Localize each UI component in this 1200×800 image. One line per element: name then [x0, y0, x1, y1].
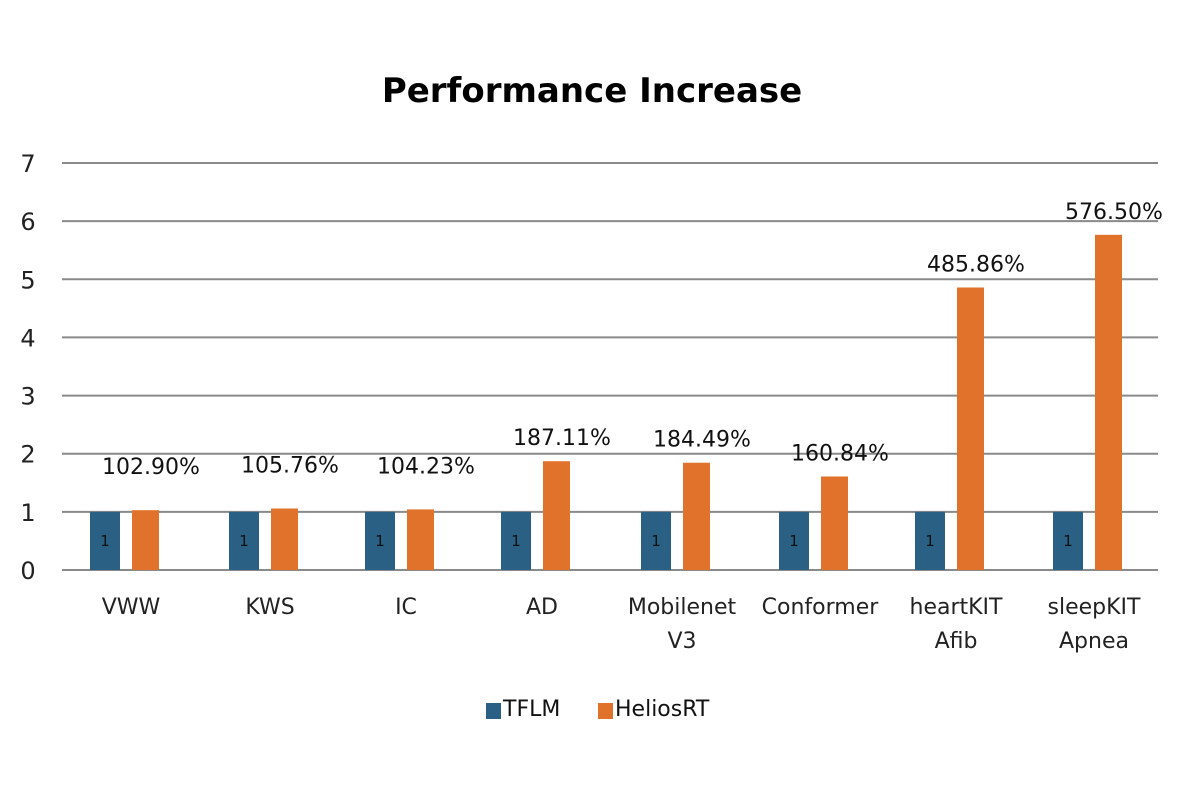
- x-category-label: V3: [667, 629, 696, 654]
- x-category-label: sleepKIT: [1048, 595, 1142, 620]
- bars: [90, 234, 1122, 570]
- bar-heliosrt-data-label: 102.90%: [102, 455, 200, 480]
- bar-heliosrt: [543, 461, 570, 570]
- bar-tflm: [1053, 511, 1083, 570]
- x-category-label: Conformer: [762, 595, 880, 620]
- bar-tflm: [915, 511, 945, 570]
- legend-swatch: [486, 703, 501, 719]
- x-category-label: IC: [395, 595, 417, 620]
- y-tick-label: 3: [20, 383, 35, 411]
- y-tick-label: 0: [20, 557, 35, 585]
- bar-tflm-value-label: 1: [100, 532, 110, 550]
- legend-swatch: [598, 703, 613, 719]
- bar-tflm: [229, 511, 259, 570]
- bar-tflm: [501, 511, 531, 570]
- legend: TFLM HeliosRT: [486, 697, 710, 722]
- x-category-label: Afib: [935, 629, 978, 654]
- x-category-label: KWS: [245, 595, 294, 620]
- gridlines: [62, 162, 1158, 571]
- bar-heliosrt: [683, 462, 710, 570]
- bar-heliosrt-data-label: 576.50%: [1065, 200, 1163, 225]
- bar-heliosrt-data-label: 187.11%: [513, 426, 611, 451]
- bar-tflm-value-label: 1: [375, 532, 385, 550]
- x-category-label: VWW: [102, 595, 161, 620]
- y-tick-label: 4: [20, 324, 35, 352]
- bar-heliosrt-data-label: 105.76%: [241, 454, 339, 479]
- y-axis-ticks: 0 1 2 3 4 5 6 7: [20, 150, 35, 585]
- x-category-label: heartKIT: [910, 595, 1004, 620]
- x-category-label: AD: [526, 595, 558, 620]
- bar-tflm-value-label: 1: [651, 532, 661, 550]
- bar-tflm-value-label: 1: [925, 532, 935, 550]
- bar-tflm-value-label: 1: [1063, 532, 1073, 550]
- bar-tflm: [779, 511, 809, 570]
- bar-heliosrt: [132, 510, 159, 570]
- bar-tflm-value-label: 1: [239, 532, 249, 550]
- bar-tflm: [90, 511, 120, 570]
- x-category-label: Mobilenet: [628, 595, 737, 620]
- bar-tflm-value-label: 1: [789, 532, 799, 550]
- legend-label: TFLM: [502, 697, 560, 722]
- legend-label: HeliosRT: [615, 697, 710, 722]
- chart-title: Performance Increase: [382, 71, 802, 111]
- bar-heliosrt: [1095, 234, 1122, 570]
- data-labels: 1 102.90% 1 105.76% 1 104.23% 1 187.11% 1 184.49%…: [100, 200, 1163, 550]
- bar-heliosrt-data-label: 160.84%: [791, 441, 889, 466]
- y-tick-label: 6: [20, 208, 35, 236]
- y-tick-label: 7: [20, 150, 35, 178]
- bar-tflm-value-label: 1: [511, 532, 521, 550]
- y-tick-label: 5: [20, 266, 35, 294]
- bar-heliosrt-data-label: 184.49%: [653, 428, 751, 453]
- bar-heliosrt-data-label: 485.86%: [927, 253, 1025, 278]
- bar-tflm: [641, 511, 671, 570]
- y-tick-label: 1: [20, 499, 35, 527]
- bar-heliosrt: [821, 476, 848, 570]
- bar-heliosrt: [271, 508, 298, 570]
- x-category-label: Apnea: [1059, 629, 1129, 654]
- bar-heliosrt: [407, 509, 434, 570]
- bar-heliosrt-data-label: 104.23%: [377, 454, 475, 479]
- bar-heliosrt: [957, 287, 984, 570]
- y-tick-label: 2: [20, 441, 35, 469]
- bar-tflm: [365, 511, 395, 570]
- x-axis-categories: VWW KWS IC AD Mobilenet V3 Conformer heartKIT Af…: [102, 595, 1141, 654]
